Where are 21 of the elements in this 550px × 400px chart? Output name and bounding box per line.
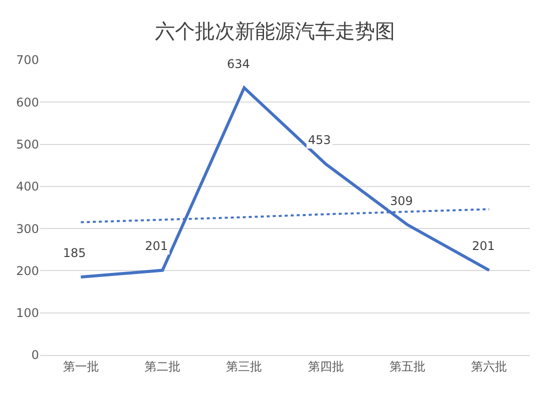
data-label: 453 <box>308 133 331 147</box>
y-tick-label: 300 <box>16 222 39 236</box>
y-tick-label: 200 <box>16 264 39 278</box>
data-label: 634 <box>227 57 250 71</box>
x-tick-label: 第四批 <box>308 359 344 374</box>
x-tick-label: 第三批 <box>226 359 262 374</box>
y-tick-label: 600 <box>16 95 39 110</box>
data-label: 309 <box>390 194 413 208</box>
y-tick-label: 700 <box>16 53 39 68</box>
y-tick-label: 0 <box>31 348 39 362</box>
x-tick-label: 第六批 <box>471 359 508 374</box>
x-tick-label: 第二批 <box>144 359 180 374</box>
y-tick-label: 400 <box>16 180 39 194</box>
chart-title: 六个批次新能源汽车走势图 <box>155 19 395 43</box>
data-label: 201 <box>145 239 168 253</box>
data-label: 185 <box>63 246 86 260</box>
y-tick-label: 500 <box>16 137 39 152</box>
y-tick-label: 100 <box>16 306 39 320</box>
x-tick-label: 第五批 <box>390 359 426 374</box>
data-label: 201 <box>472 239 495 253</box>
x-tick-label: 第一批 <box>62 359 99 374</box>
